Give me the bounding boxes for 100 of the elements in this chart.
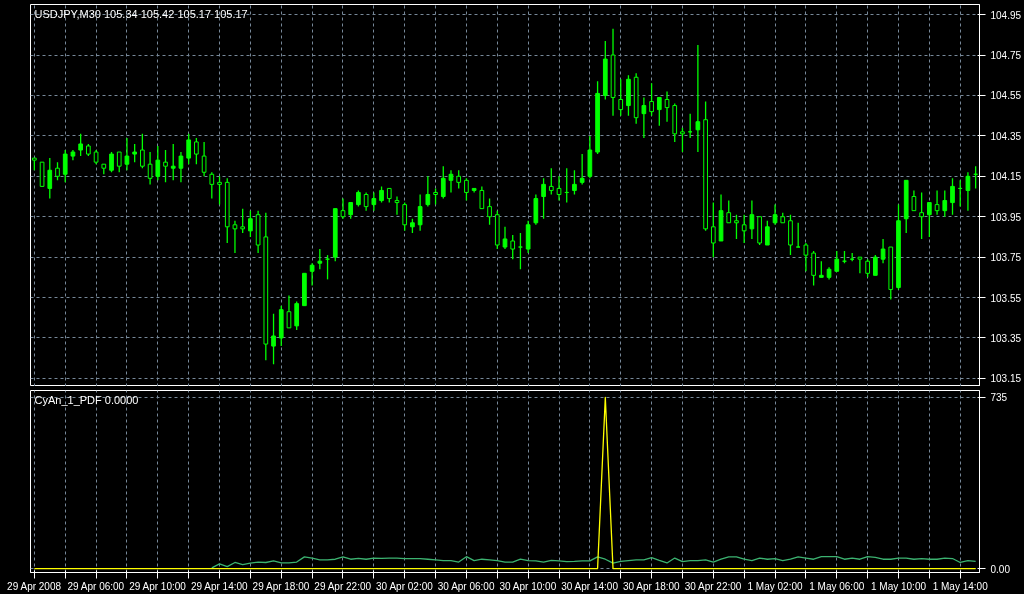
x-tick-label: 1 May 06:00 — [809, 580, 865, 592]
x-tick-label: 29 Apr 18:00 — [252, 580, 310, 592]
candlestick — [695, 44, 701, 153]
x-tick-label: 29 Apr 14:00 — [190, 580, 249, 592]
chart-title: CyAn_1_PDF 0.0000 — [34, 393, 139, 406]
candlestick — [741, 214, 747, 244]
candlestick — [340, 197, 346, 220]
candlestick — [911, 189, 917, 212]
candlestick — [548, 167, 554, 196]
candlestick — [47, 157, 53, 200]
candlestick — [209, 171, 215, 200]
candlestick — [927, 201, 932, 238]
candlestick — [479, 185, 485, 210]
candlestick — [710, 201, 716, 258]
candlestick — [217, 175, 222, 206]
candlestick — [572, 169, 577, 196]
y-tick-label: 104.55 — [990, 90, 1022, 102]
candlestick — [680, 127, 685, 153]
candlestick — [556, 175, 562, 202]
y-tick-label: 103.15 — [990, 373, 1022, 385]
candlestick — [271, 313, 276, 365]
candlestick — [155, 145, 161, 181]
candlestick — [186, 133, 192, 165]
candlestick — [726, 199, 732, 224]
y-tick-label: 104.75 — [990, 50, 1022, 62]
candlestick — [147, 151, 153, 186]
x-tick-label: 29 Apr 2008 — [7, 580, 62, 592]
candlestick — [309, 262, 315, 287]
candlestick — [170, 143, 176, 181]
x-tick-label: 1 May 02:00 — [747, 580, 803, 592]
candlestick — [857, 256, 863, 274]
x-tick-label: 1 May 14:00 — [932, 580, 989, 592]
candlestick — [363, 191, 369, 212]
candlestick — [132, 143, 138, 163]
candlestick — [872, 254, 878, 276]
candlestick — [163, 149, 168, 184]
candlestick — [811, 250, 816, 287]
candlestick — [880, 238, 886, 264]
candlestick — [194, 137, 199, 165]
candlestick — [942, 189, 948, 218]
candlestick — [317, 248, 323, 270]
y-tick-label: 0.00 — [990, 563, 1011, 575]
candlestick — [795, 222, 801, 248]
x-tick-label: 30 Apr 14:00 — [561, 580, 619, 592]
candlestick — [487, 197, 492, 226]
candlestick — [78, 133, 83, 157]
candlestick — [140, 133, 145, 169]
candlestick — [803, 242, 809, 272]
candlestick — [502, 226, 508, 250]
candlestick — [402, 201, 408, 232]
line-series — [211, 556, 977, 569]
candlestick — [178, 151, 184, 184]
y-tick-label: 103.95 — [990, 211, 1022, 223]
candlestick — [641, 96, 647, 139]
candlestick — [579, 153, 585, 186]
candlestick — [865, 258, 870, 279]
candlestick — [649, 82, 654, 117]
candlestick — [919, 191, 924, 240]
y-tick-label: 104.15 — [990, 171, 1022, 183]
candlestick — [201, 141, 207, 177]
y-tick-label: 103.55 — [990, 292, 1022, 304]
candlestick — [541, 177, 546, 220]
y-tick-label: 103.35 — [990, 332, 1022, 344]
candlestick — [62, 149, 68, 184]
x-tick-label: 30 Apr 10:00 — [499, 580, 557, 592]
candlestick — [456, 169, 462, 190]
candlestick — [248, 210, 253, 238]
candlestick — [240, 207, 246, 234]
candlestick — [109, 151, 114, 173]
candlestick — [448, 169, 454, 194]
candlestick — [618, 78, 624, 117]
x-tick-label: 29 Apr 06:00 — [67, 580, 125, 592]
candlestick — [232, 220, 238, 254]
x-tick-label: 29 Apr 10:00 — [129, 580, 187, 592]
candlestick — [772, 203, 778, 226]
x-tick-label: 30 Apr 06:00 — [437, 580, 495, 592]
candlestick — [950, 177, 955, 216]
candlestick — [286, 294, 292, 329]
x-tick-label: 30 Apr 18:00 — [622, 580, 681, 592]
y-tick-label: 103.75 — [990, 252, 1022, 264]
candlestick — [294, 300, 300, 331]
candlestick — [664, 90, 670, 123]
candlestick — [464, 177, 469, 202]
x-tick-label: 30 Apr 22:00 — [684, 580, 742, 592]
y-tick-label: 735 — [990, 392, 1008, 404]
candlestick — [371, 191, 377, 212]
candlestick — [417, 193, 423, 232]
candlestick — [440, 165, 446, 200]
candlestick — [425, 175, 431, 208]
candlestick — [734, 214, 739, 240]
candlestick — [394, 195, 400, 216]
candlestick — [55, 161, 60, 181]
x-tick-label: 30 Apr 02:00 — [376, 580, 434, 592]
candlestick — [965, 171, 971, 212]
chart-title: USDJPY,M30 105.34 105.42 105.17 105.17 — [34, 7, 248, 20]
y-tick-label: 104.35 — [990, 130, 1022, 142]
x-tick-label: 1 May 10:00 — [870, 580, 927, 592]
candlestick — [834, 250, 840, 272]
candlestick — [116, 151, 122, 173]
candlestick — [124, 137, 130, 171]
